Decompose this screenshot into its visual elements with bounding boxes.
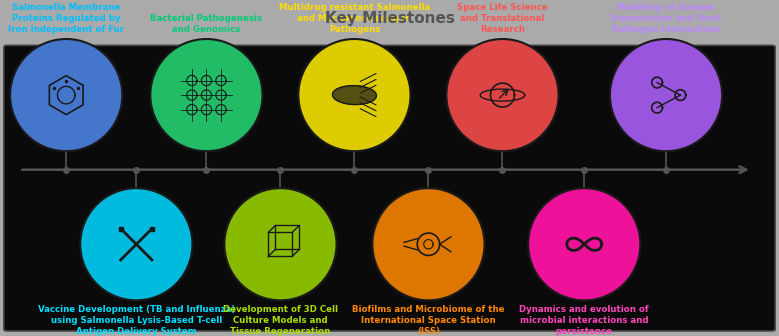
Ellipse shape (528, 188, 640, 300)
Ellipse shape (298, 39, 411, 151)
Text: Space Life Science
and Translational
Research: Space Life Science and Translational Res… (457, 3, 548, 34)
Text: Multidrug resistant Salmonella
and Mechanosensing in
Pathogens: Multidrug resistant Salmonella and Mecha… (279, 3, 430, 34)
Ellipse shape (10, 39, 122, 151)
Ellipse shape (446, 39, 559, 151)
FancyBboxPatch shape (4, 45, 775, 331)
Polygon shape (333, 86, 376, 104)
Text: Salmonella Membrane
Proteins Regulated by
Iron Independent of Fur: Salmonella Membrane Proteins Regulated b… (8, 3, 125, 34)
Text: Vaccine Development (TB and Influenza)
using Salmonella Lysis-Based T-cell
Antig: Vaccine Development (TB and Influenza) u… (37, 305, 235, 336)
Ellipse shape (224, 188, 337, 300)
Text: Biofilms and Microbiome of the
International Space Station
(ISS): Biofilms and Microbiome of the Internati… (352, 305, 505, 336)
Text: Modeling of disease
Transmission and Host-
Pathogen Interactions: Modeling of disease Transmission and Hos… (609, 3, 723, 34)
Ellipse shape (150, 39, 263, 151)
Ellipse shape (80, 188, 192, 300)
Ellipse shape (610, 39, 722, 151)
Text: Development of 3D Cell
Culture Models and
Tissue Regeneration: Development of 3D Cell Culture Models an… (223, 305, 338, 336)
Text: Dynamics and evolution of
microbial interactions and
persistence: Dynamics and evolution of microbial inte… (520, 305, 649, 336)
Text: Key Milestones: Key Milestones (325, 11, 454, 26)
Text: Bacterial Pathogenesis
and Genomics: Bacterial Pathogenesis and Genomics (150, 14, 263, 34)
Ellipse shape (372, 188, 485, 300)
